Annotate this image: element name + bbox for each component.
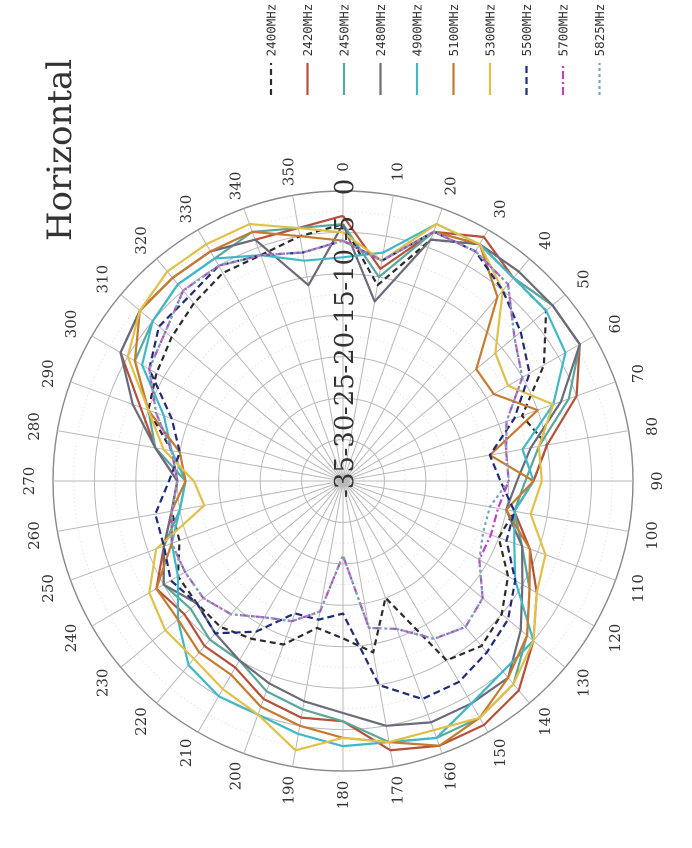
chart-title: Horizontal — [40, 59, 80, 241]
grid-spoke — [342, 480, 629, 532]
grid-spoke — [342, 480, 530, 704]
angle-tick-label: 240 — [62, 624, 80, 653]
angle-tick-label: 340 — [227, 172, 245, 201]
angle-tick-label: 0 — [334, 162, 352, 172]
grid-spoke — [342, 381, 616, 482]
grid-spoke — [342, 229, 489, 482]
legend-label: 2450MHz — [337, 4, 352, 57]
angle-tick-label: 80 — [643, 417, 661, 436]
grid-spoke — [57, 480, 344, 532]
series-lines — [119, 214, 581, 752]
angle-tick-label: 190 — [279, 776, 297, 805]
grid-spoke — [156, 258, 344, 482]
angle-tick-label: 300 — [62, 310, 80, 339]
angle-tick-label: 230 — [93, 669, 111, 698]
series-line-5825mhz — [148, 230, 524, 640]
grid-spoke — [91, 480, 344, 627]
legend-label: 5825MHz — [592, 4, 607, 57]
legend: 2400MHz 2420MHz 2450MHz 2480MHz 4900MHz 5100M… — [264, 4, 607, 95]
angle-tick-label: 140 — [536, 707, 554, 736]
series-line-4900mhz — [140, 222, 567, 748]
angle-tick-label: 270 — [20, 467, 38, 496]
grid-spoke — [243, 208, 344, 482]
angle-tick-label: 220 — [132, 707, 150, 736]
radius-tick-labels: 0 -5 -10-15-20-25-30-35 — [330, 179, 360, 498]
grid-spoke — [120, 480, 344, 668]
grid-spoke — [91, 335, 344, 482]
angle-tick-label: 40 — [536, 231, 554, 250]
angle-tick-label: 170 — [389, 776, 407, 805]
angle-tick-label: 120 — [606, 624, 624, 653]
grid-spoke — [342, 480, 489, 733]
legend-label: 5300MHz — [483, 4, 498, 57]
grid-spoke — [342, 430, 629, 482]
angle-tick-label: 50 — [575, 270, 593, 289]
radius-tick-label: 0 — [330, 179, 360, 196]
radius-tick-label: -10 — [330, 249, 360, 291]
series-line-2480mhz — [119, 223, 581, 727]
grid-spoke — [292, 480, 344, 767]
radius-tick-label: -35 — [330, 456, 360, 498]
radius-tick-label: -15 — [330, 290, 360, 332]
angle-tick-label: 70 — [629, 364, 647, 383]
grid-spoke — [342, 480, 616, 581]
angle-tick-label: 130 — [575, 669, 593, 698]
grid-spoke — [57, 430, 344, 482]
angle-tick-label: 260 — [25, 521, 43, 550]
legend-label: 2420MHz — [300, 4, 315, 57]
angle-tick-label: 310 — [93, 265, 111, 294]
grid-spoke — [342, 480, 566, 668]
series-line-5500mhz — [148, 230, 531, 701]
angle-tick-label: 100 — [643, 521, 661, 550]
series-line-5300mhz — [126, 222, 555, 752]
grid-spoke — [197, 229, 344, 482]
legend-label: 5500MHz — [519, 4, 534, 57]
grid-spoke — [70, 381, 344, 482]
angle-tick-label: 180 — [334, 781, 352, 810]
grid-spoke — [342, 480, 595, 627]
grid-spoke — [292, 195, 344, 482]
angle-tick-label: 20 — [441, 176, 459, 195]
angle-tick-label: 290 — [39, 359, 57, 388]
legend-label: 2480MHz — [373, 4, 388, 57]
grid-spoke — [120, 294, 344, 482]
radius-tick-label: -20 — [330, 332, 360, 374]
angle-tick-label: 350 — [279, 157, 297, 186]
angle-tick-label: 280 — [25, 412, 43, 441]
angle-tick-label: 110 — [629, 574, 647, 603]
grid-spoke — [342, 294, 566, 482]
radius-tick-label: -5 — [330, 216, 360, 241]
grid-spoke — [342, 195, 394, 482]
angle-tick-label: 320 — [132, 226, 150, 255]
angle-tick-label: 160 — [441, 762, 459, 791]
angle-tick-label: 330 — [177, 195, 195, 224]
angle-tick-label: 10 — [389, 162, 407, 181]
polar-grid — [52, 190, 634, 772]
angle-tick-label: 60 — [606, 314, 624, 333]
angle-tick-label: 30 — [491, 200, 509, 219]
grid-spoke — [342, 480, 443, 754]
grid-spoke — [342, 335, 595, 482]
grid-spoke — [197, 480, 344, 733]
angle-tick-label: 210 — [177, 739, 195, 768]
angle-tick-labels: 0 10 20 30 40 50 60 70 80 90 100 110 120 130 140 150 160… — [20, 157, 666, 809]
grid-spoke — [342, 208, 443, 482]
grid-spoke — [156, 480, 344, 704]
grid-spoke — [243, 480, 344, 754]
angle-tick-label: 250 — [39, 574, 57, 603]
angle-tick-label: 200 — [227, 762, 245, 791]
legend-label: 4900MHz — [410, 4, 425, 57]
radius-tick-label: -25 — [330, 373, 360, 415]
legend-label: 5700MHz — [556, 4, 571, 57]
chart-title-group: Horizontal — [40, 59, 80, 241]
angle-tick-label: 150 — [491, 739, 509, 768]
legend-label: 2400MHz — [264, 4, 279, 57]
legend-label: 5100MHz — [446, 4, 461, 57]
grid-spoke — [70, 480, 344, 581]
angle-tick-label: 90 — [648, 471, 666, 490]
radius-tick-label: -30 — [330, 415, 360, 457]
grid-spoke — [342, 258, 530, 482]
